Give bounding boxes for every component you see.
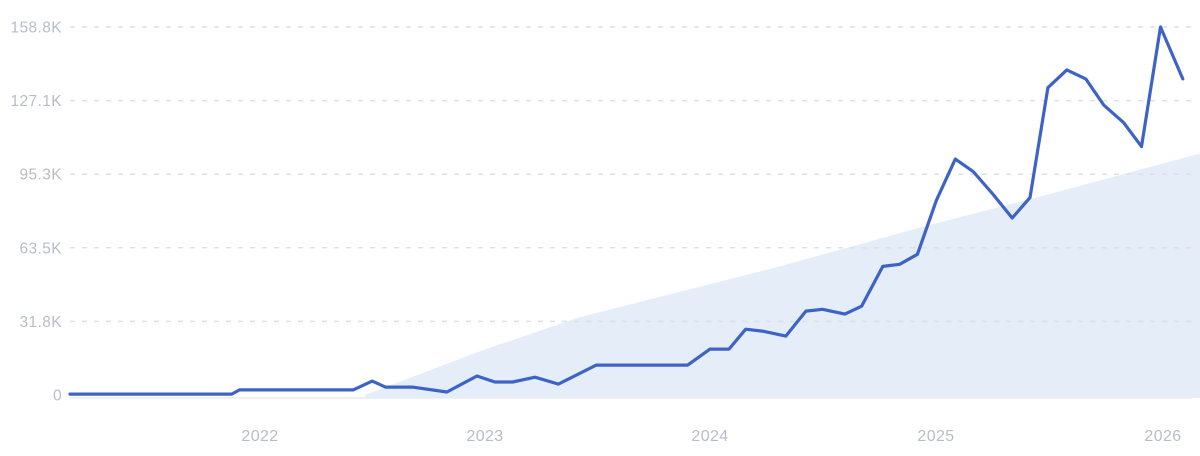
y-tick-label-95.3K: 95.3K bbox=[19, 167, 62, 184]
y-tick-label-0: 0 bbox=[53, 388, 62, 405]
trend-area-fill bbox=[365, 153, 1200, 398]
y-tick-label-63.5K: 63.5K bbox=[19, 240, 62, 257]
x-tick-label-2025: 2025 bbox=[917, 428, 954, 445]
main-series-line bbox=[68, 25, 1185, 396]
x-tick-label-2026: 2026 bbox=[1144, 428, 1181, 445]
x-tick-label-2022: 2022 bbox=[241, 428, 278, 445]
y-tick-label-31.8K: 31.8K bbox=[19, 314, 62, 331]
y-tick-label-127.1K: 127.1K bbox=[10, 93, 62, 110]
y-tick-label-158.8K: 158.8K bbox=[10, 20, 62, 37]
x-tick-label-2024: 2024 bbox=[691, 428, 728, 445]
x-tick-label-2023: 2023 bbox=[466, 428, 503, 445]
